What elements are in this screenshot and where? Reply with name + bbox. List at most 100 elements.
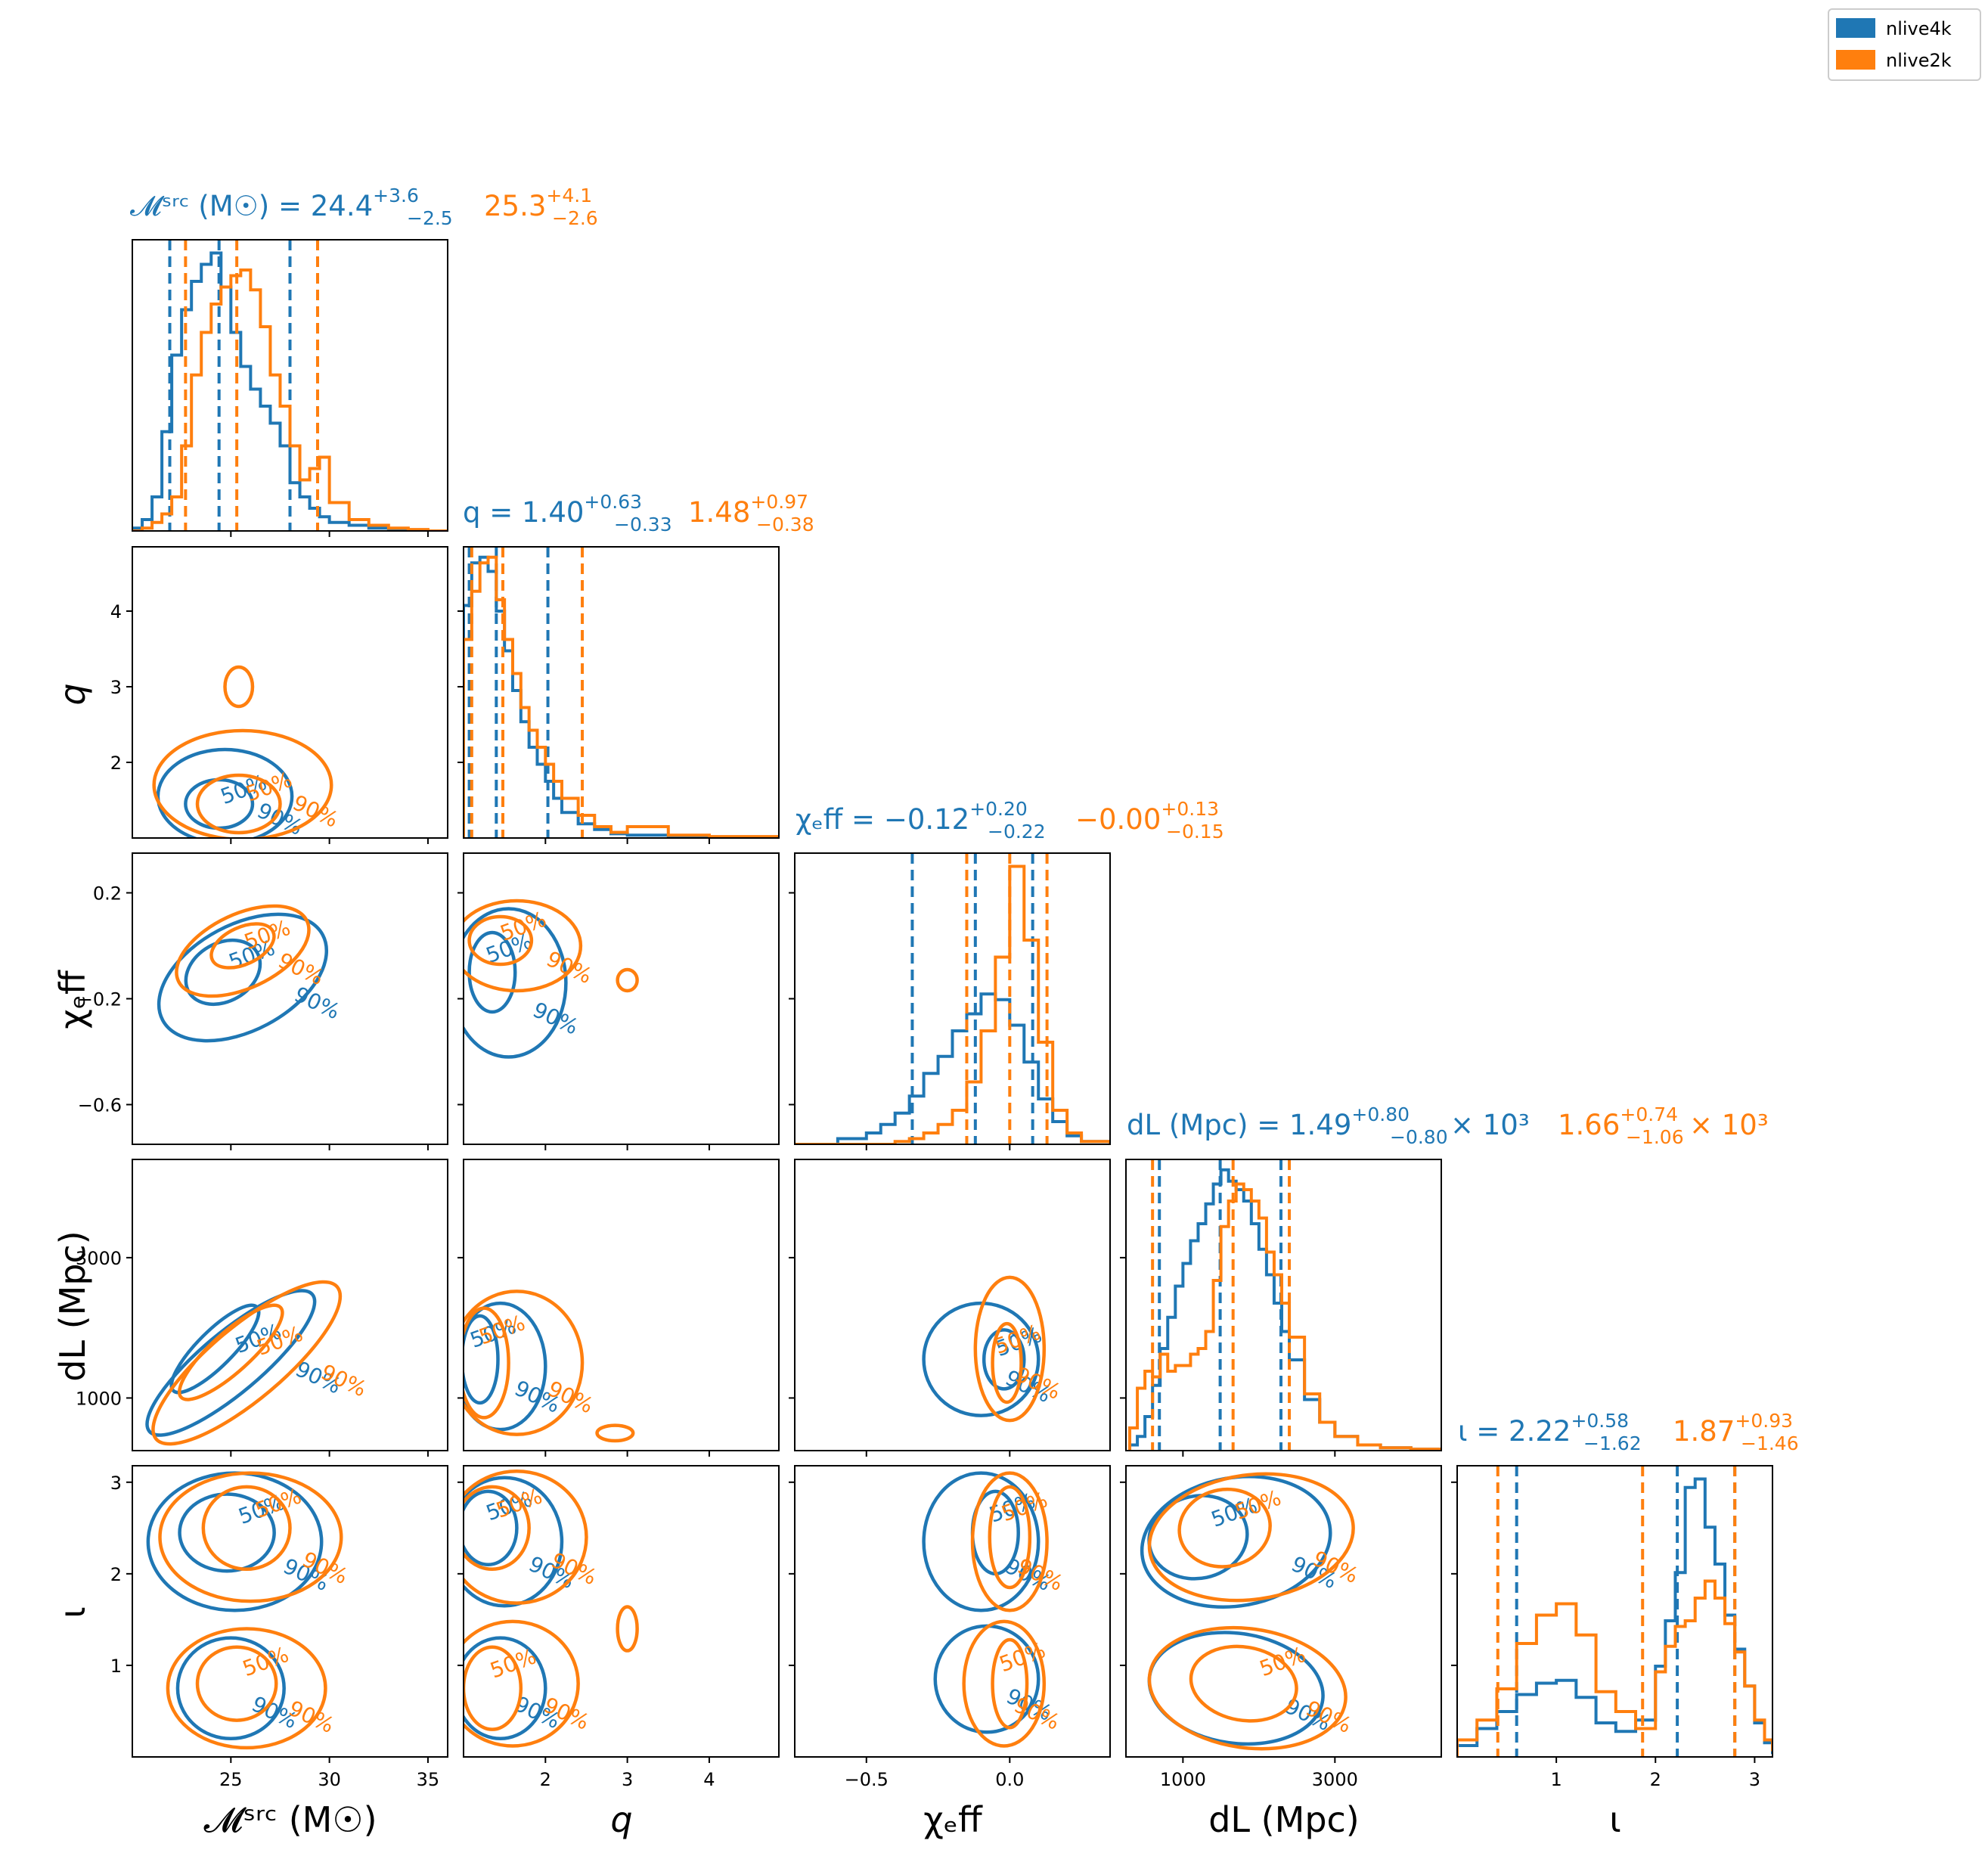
y-tick-label: 2 <box>110 753 122 774</box>
svg-text:−0.00+0.13: −0.00+0.13 <box>1075 798 1219 836</box>
panel-frame <box>132 1465 448 1758</box>
x-tick-label: 35 <box>417 1769 440 1790</box>
title-chi-blue: χₑff = −0.12 <box>796 803 969 836</box>
contour-nlive2k-50 <box>991 1321 1023 1404</box>
title-q-blue-lo: −0.33 <box>614 514 672 535</box>
title-iota-orange-lo: −1.46 <box>1741 1432 1799 1454</box>
svg-text:dL (Mpc) = 1.49+0.80: dL (Mpc) = 1.49+0.80 <box>1127 1103 1410 1141</box>
title-chi-blue-lo: −0.22 <box>988 821 1046 843</box>
title-dl-blue-lo: −0.80 <box>1390 1126 1448 1148</box>
panel-frame <box>463 1159 780 1451</box>
histogram-nlive2k <box>1457 1579 1772 1757</box>
contour-nlive2k-90 <box>158 1471 343 1603</box>
title-iota-orange: 1.87 <box>1673 1415 1735 1448</box>
panel-r2-c2 <box>789 852 1111 1150</box>
contour-nlive2k-50 <box>195 1645 278 1722</box>
panel-r4-c0: 50%90%50%90%90%50%90% 25 30 35 1 2 3 <box>110 1465 448 1790</box>
contour-nlive2k-50 <box>1177 1487 1272 1569</box>
panel-frame <box>463 546 780 839</box>
contour-nlive4k-90 <box>464 907 568 1059</box>
xlabel-dl: dL (Mpc) <box>1208 1799 1360 1840</box>
title-msrc-blue-lo: −2.5 <box>407 207 453 229</box>
panel-r1-c1 <box>457 546 780 844</box>
title-dl-orange-suffix: × 10³ <box>1689 1109 1769 1141</box>
panel-r3-c3 <box>1120 1159 1442 1457</box>
title-msrc-orange-up: +4.1 <box>546 185 592 206</box>
panel-body <box>132 240 448 531</box>
contour-nlive4k-90 <box>157 912 329 1043</box>
title-msrc-blue: 𝓜ˢʳᶜ (M☉) = 24.4 <box>130 190 373 222</box>
panel-body <box>464 547 779 838</box>
title-q-orange: 1.48 <box>688 496 750 529</box>
x-tick-label: −0.5 <box>845 1769 889 1790</box>
x-tick-label: 3 <box>1749 1769 1760 1790</box>
contour-label: 50% <box>1256 1642 1309 1681</box>
title-dl-blue-suffix: × 10³ <box>1450 1109 1530 1141</box>
svg-text:χₑff = −0.12+0.20: χₑff = −0.12+0.20 <box>796 798 1028 836</box>
panel-r3-c2: 50%90%50%90% <box>789 1159 1111 1457</box>
title-msrc-blue-up: +3.6 <box>373 185 419 206</box>
contour-nlive2k-90 <box>1147 1625 1348 1751</box>
x-tick-label: 30 <box>318 1769 341 1790</box>
legend-label-nlive2k: nlive2k <box>1886 50 1952 71</box>
title-chi-orange-lo: −0.15 <box>1166 821 1224 843</box>
histogram-nlive4k <box>795 992 1110 1144</box>
contour-nlive2k-50 <box>195 773 282 835</box>
histogram-nlive4k <box>1128 1168 1441 1451</box>
panel-body: 50%90%50%90% <box>922 1275 1065 1423</box>
xlabel-msrc: 𝓜ˢʳᶜ (M☉) <box>203 1799 377 1840</box>
contour-nlive4k-90 <box>464 1476 564 1608</box>
legend: nlive4k nlive2k <box>1828 8 1981 81</box>
panel-r4-c4: 1 2 3 <box>1451 1465 1773 1790</box>
x-tick-label: 1 <box>1550 1769 1562 1790</box>
y-tick-label: 1 <box>110 1656 122 1677</box>
panel-frame <box>794 852 1111 1145</box>
contour-nlive2k-90 <box>970 1471 1049 1612</box>
histogram-nlive4k <box>132 251 448 531</box>
panel-frame <box>1125 1465 1442 1758</box>
title-dl-orange: 1.66 <box>1558 1109 1620 1141</box>
contour-nlive4k-50 <box>982 1328 1026 1391</box>
title-iota-blue-up: +0.58 <box>1571 1410 1629 1432</box>
title-q-orange-lo: −0.38 <box>756 514 814 535</box>
title-q: q = 1.40+0.63 −0.33 1.48+0.97 −0.38 <box>463 491 814 535</box>
contour-nlive2k-90 <box>175 904 311 998</box>
contour-nlive2k-island <box>595 1423 635 1443</box>
title-iota: ι = 2.22+0.58 −1.62 1.87+0.93 −1.46 <box>1458 1410 1799 1454</box>
panel-frame <box>1456 1465 1773 1758</box>
contour-label: 90% <box>285 1696 338 1738</box>
x-tick-label: 0.0 <box>995 1769 1024 1790</box>
panel-r4-c2: 50%90%50%90%90%50%90% −0.5 0.0 <box>789 1465 1111 1790</box>
contour-nlive2k-50 <box>1189 1644 1298 1723</box>
xlabel-iota: ι <box>1609 1799 1621 1840</box>
y-tick-label: 1000 <box>76 1388 122 1409</box>
contour-nlive4k-90 <box>464 1301 547 1432</box>
contour-nlive2k-50 <box>464 1306 510 1420</box>
title-msrc: 𝓜ˢʳᶜ (M☉) = 24.4+3.6 −2.5 25.3+4.1 −2.6 <box>130 185 598 229</box>
title-iota-blue: ι = 2.22 <box>1458 1415 1571 1448</box>
x-tick-label: 4 <box>703 1769 715 1790</box>
histogram-nlive2k <box>132 268 448 531</box>
contour-nlive2k-island <box>223 665 255 709</box>
svg-text:1.87+0.93: 1.87+0.93 <box>1673 1410 1793 1448</box>
contour-nlive2k-90 <box>464 1470 588 1605</box>
ylabel-q: q <box>52 683 93 705</box>
title-chi-blue-up: +0.20 <box>969 798 1028 820</box>
panel-frame <box>794 1159 1111 1451</box>
contour-nlive4k-90 <box>1140 1474 1332 1609</box>
contour-nlive2k-90 <box>151 1280 343 1446</box>
histogram-nlive4k <box>1457 1477 1772 1757</box>
panel-body <box>795 853 1110 1144</box>
title-dl-orange-lo: −1.06 <box>1626 1126 1684 1148</box>
panel-r3-c0: 50%90%50%90% 1000 3000 <box>76 1159 448 1457</box>
panel-r3-c1: 50%90%50%90% <box>457 1159 780 1457</box>
title-q-blue: q = 1.40 <box>463 496 584 529</box>
x-tick-label: 3 <box>622 1769 633 1790</box>
contour-label: 90% <box>529 997 582 1039</box>
title-dl-blue: dL (Mpc) = 1.49 <box>1127 1109 1351 1141</box>
contour-nlive4k-90 <box>175 1636 286 1741</box>
svg-text:q = 1.40+0.63: q = 1.40+0.63 <box>463 491 642 529</box>
title-dl: dL (Mpc) = 1.49+0.80 −0.80 × 10³ 1.66+0.… <box>1127 1103 1769 1148</box>
y-tick-label: 0.2 <box>93 883 122 905</box>
